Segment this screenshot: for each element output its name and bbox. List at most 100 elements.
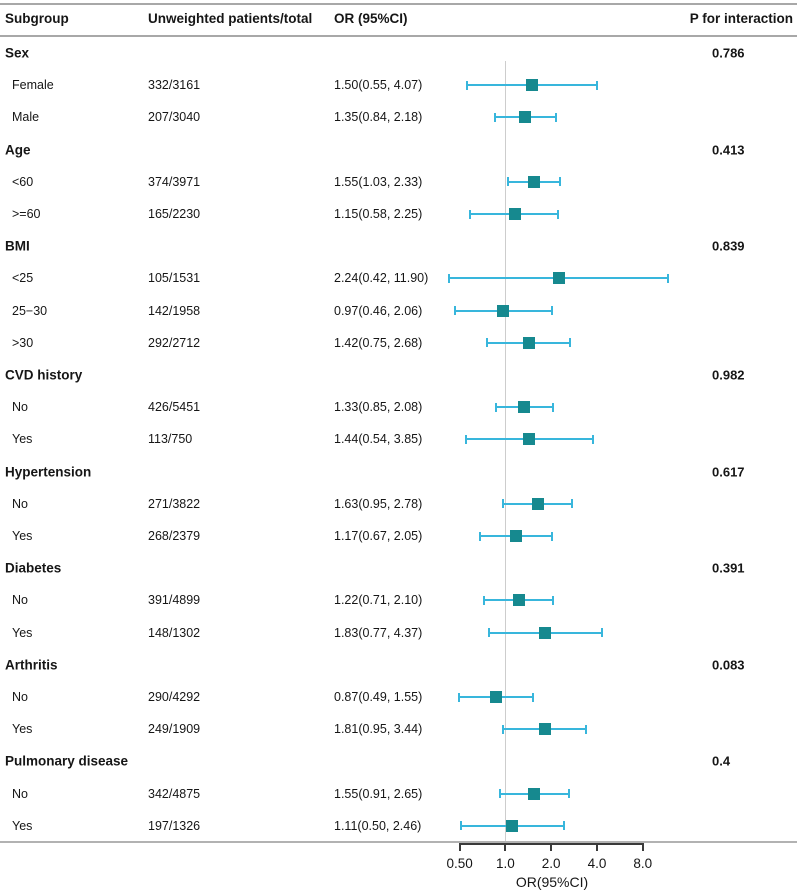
data-row: Yes 268/2379 1.17(0.67, 2.05) — [0, 520, 797, 552]
subgroup-label: >=60 — [12, 207, 41, 222]
data-row: No 271/3822 1.63(0.95, 2.78) — [0, 488, 797, 520]
data-row: No 342/4875 1.55(0.91, 2.65) — [0, 778, 797, 810]
subgroup-label: Yes — [12, 432, 33, 447]
ci-cap-right — [552, 595, 555, 605]
or-marker — [490, 691, 503, 704]
patients-total-value: 292/2712 — [148, 335, 201, 350]
subgroup-label: No — [12, 496, 28, 511]
ci-cap-left — [459, 821, 462, 831]
patients-total-value: 207/3040 — [148, 110, 201, 125]
or-marker — [497, 304, 510, 317]
or-marker — [518, 401, 531, 414]
subgroup-label: 25−30 — [12, 303, 48, 318]
ci-cap-right — [532, 692, 535, 702]
subgroup-label: <25 — [12, 271, 34, 286]
ci-cap-left — [494, 402, 497, 412]
group-name: Hypertension — [5, 464, 92, 480]
or-marker — [522, 336, 535, 349]
or-ci-value: 2.24(0.42, 11.90) — [334, 271, 429, 286]
group-name: BMI — [5, 238, 30, 254]
group-row: CVD history 0.982 — [0, 359, 797, 391]
data-row: Yes 113/750 1.44(0.54, 3.85) — [0, 423, 797, 455]
patients-total-value: 271/3822 — [148, 496, 201, 511]
subgroup-label: No — [12, 400, 28, 415]
patients-total-value: 197/1326 — [148, 818, 201, 833]
group-name: Arthritis — [5, 657, 58, 673]
or-ci-value: 1.22(0.71, 2.10) — [334, 593, 423, 608]
p-interaction-value: 0.982 — [712, 367, 745, 383]
group-row: Diabetes 0.391 — [0, 552, 797, 584]
bottom-rule — [0, 841, 797, 843]
p-interaction-value: 0.839 — [712, 238, 745, 254]
ci-cap-left — [499, 789, 502, 799]
x-axis-tick-label: 2.0 — [541, 856, 561, 871]
ci-cap-left — [507, 177, 510, 187]
subgroup-label: Yes — [12, 722, 33, 737]
or-ci-value: 1.63(0.95, 2.78) — [334, 496, 423, 511]
patients-total-value: 148/1302 — [148, 625, 201, 640]
data-row: >=60 165/2230 1.15(0.58, 2.25) — [0, 198, 797, 230]
ci-cap-right — [556, 209, 559, 219]
p-interaction-value: 0.083 — [712, 657, 745, 673]
or-ci-value: 0.87(0.49, 1.55) — [334, 690, 423, 705]
patients-total-value: 113/750 — [148, 432, 193, 447]
column-header-subgroup: Subgroup — [5, 11, 69, 26]
or-marker — [509, 530, 522, 543]
patients-total-value: 165/2230 — [148, 207, 201, 222]
or-marker — [512, 594, 525, 607]
x-axis-tick-label: 4.0 — [587, 856, 607, 871]
or-marker — [506, 819, 519, 832]
subgroup-label: Male — [12, 110, 40, 125]
ci-cap-right — [551, 402, 554, 412]
or-ci-value: 1.44(0.54, 3.85) — [334, 432, 423, 447]
ci-cap-right — [667, 273, 670, 283]
column-header-patients: Unweighted patients/total — [148, 11, 313, 26]
or-marker — [552, 272, 565, 285]
ci-cap-right — [570, 499, 573, 509]
or-ci-value: 1.83(0.77, 4.37) — [334, 625, 423, 640]
group-name: Diabetes — [5, 560, 62, 576]
ci-cap-right — [596, 80, 599, 90]
patients-total-value: 374/3971 — [148, 174, 201, 189]
ci-cap-left — [454, 306, 457, 316]
group-name: Pulmonary disease — [5, 753, 129, 769]
top-rule — [0, 3, 797, 5]
data-row: Yes 249/1909 1.81(0.95, 3.44) — [0, 713, 797, 745]
header-rule — [0, 35, 797, 37]
subgroup-label: No — [12, 786, 28, 801]
x-axis-tick-label: 0.50 — [446, 856, 473, 871]
subgroup-label: No — [12, 593, 28, 608]
ci-cap-right — [568, 338, 571, 348]
patients-total-value: 105/1531 — [148, 271, 201, 286]
column-header-or-ci: OR (95%CI) — [334, 11, 408, 26]
or-ci-value: 1.15(0.58, 2.25) — [334, 207, 423, 222]
or-ci-value: 1.42(0.75, 2.68) — [334, 335, 423, 350]
p-interaction-value: 0.391 — [712, 560, 745, 576]
column-header-p-interaction: P for interaction — [689, 11, 793, 26]
p-interaction-value: 0.413 — [712, 142, 745, 158]
or-marker — [528, 175, 541, 188]
or-ci-value: 0.97(0.46, 2.06) — [334, 303, 423, 318]
or-ci-value: 1.50(0.55, 4.07) — [334, 78, 423, 93]
x-axis-tick — [504, 843, 507, 851]
patients-total-value: 342/4875 — [148, 786, 201, 801]
group-row: Age 0.413 — [0, 134, 797, 166]
patients-total-value: 391/4899 — [148, 593, 201, 608]
subgroup-label: No — [12, 690, 28, 705]
ci-cap-left — [469, 209, 472, 219]
or-marker — [526, 79, 539, 92]
ci-cap-right — [559, 177, 562, 187]
ci-cap-left — [478, 531, 481, 541]
data-row: >30 292/2712 1.42(0.75, 2.68) — [0, 327, 797, 359]
patients-total-value: 249/1909 — [148, 722, 201, 737]
data-row: 25−30 142/1958 0.97(0.46, 2.06) — [0, 295, 797, 327]
data-row: No 426/5451 1.33(0.85, 2.08) — [0, 391, 797, 423]
subgroup-label: Yes — [12, 818, 33, 833]
ci-cap-right — [554, 112, 557, 122]
x-axis-title: OR(95%CI) — [515, 874, 589, 890]
p-interaction-value: 0.617 — [712, 464, 745, 480]
ci-cap-right — [600, 628, 603, 638]
data-row: <25 105/1531 2.24(0.42, 11.90) — [0, 262, 797, 294]
